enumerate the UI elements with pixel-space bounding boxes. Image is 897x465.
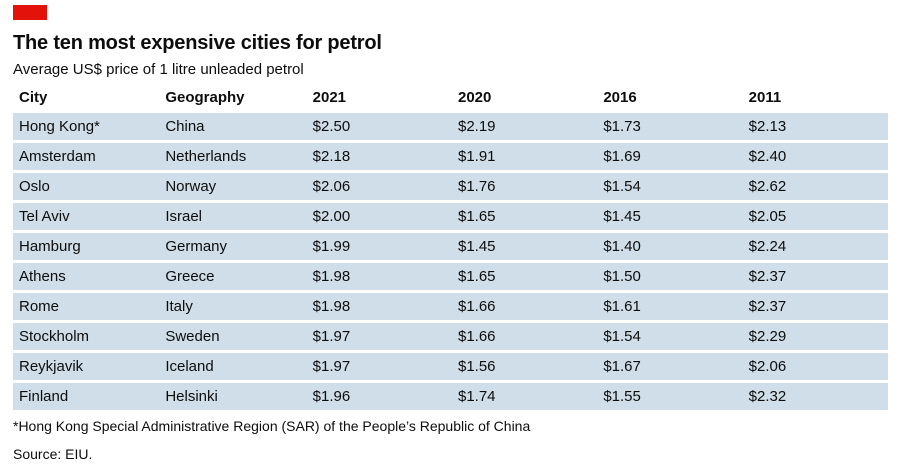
table-cell: $2.40	[748, 148, 787, 165]
table-cell: $2.13	[748, 118, 787, 135]
table-cell: $2.37	[748, 268, 787, 285]
table-cell: Reykjavik	[19, 358, 84, 375]
table-cell: Stockholm	[19, 328, 90, 345]
table-cell: $2.62	[748, 178, 787, 195]
table-cell: $1.97	[312, 328, 351, 345]
table-cell: $2.05	[748, 208, 787, 225]
table-cell: $1.50	[603, 268, 641, 285]
table-cell: $1.98	[312, 298, 351, 315]
table-cell: $2.50	[312, 118, 351, 135]
column-header: 2020	[451, 87, 598, 110]
table-cell: $1.45	[457, 238, 496, 255]
table-cell: $1.56	[457, 358, 496, 375]
table-cell: $2.18	[312, 148, 351, 165]
table-row: Reykjavik Iceland $1.97 $1.56 $1.67 $2.06	[13, 353, 888, 380]
table-cell: Tel Aviv	[19, 208, 70, 225]
column-header: City	[13, 87, 160, 110]
chart-title: The ten most expensive cities for petrol	[13, 32, 382, 54]
table-cell: $2.29	[748, 328, 787, 345]
table-cell: Hong Kong*	[19, 118, 100, 135]
table-row: Hong Kong* China $2.50 $2.19 $1.73 $2.13	[13, 113, 888, 140]
column-header: 2021	[306, 87, 452, 110]
table-cell: $1.65	[457, 208, 496, 225]
column-header: Geography	[159, 87, 307, 110]
table-cell: Sweden	[165, 328, 220, 345]
brand-tab	[13, 5, 47, 20]
table-cell: $1.55	[603, 388, 641, 405]
column-header: 2011	[742, 87, 888, 110]
table-cell: $1.73	[603, 118, 641, 135]
table-cell: $1.65	[457, 268, 496, 285]
table-row: Hamburg Germany $1.99 $1.45 $1.40 $2.24	[13, 233, 888, 260]
table-cell: $1.54	[603, 178, 641, 195]
table-cell: China	[165, 118, 205, 135]
column-header: 2016	[597, 87, 743, 110]
table-cell: $1.99	[312, 238, 351, 255]
table-cell: Athens	[19, 268, 66, 285]
table-cell: $1.66	[457, 328, 496, 345]
table-cell: $1.54	[603, 328, 641, 345]
table-cell: $1.45	[603, 208, 641, 225]
table-cell: $2.24	[748, 238, 787, 255]
table-header: City Geography 2021 2020 2016 2011	[13, 87, 888, 110]
table-cell: $1.40	[603, 238, 641, 255]
footnote: *Hong Kong Special Administrative Region…	[13, 418, 531, 434]
table-cell: Helsinki	[165, 388, 218, 405]
table-cell: Greece	[165, 268, 215, 285]
table-row: Finland Helsinki $1.96 $1.74 $1.55 $2.32	[13, 383, 888, 410]
header-row: City Geography 2021 2020 2016 2011	[13, 87, 888, 110]
table-cell: Italy	[165, 298, 193, 315]
table-cell: Netherlands	[165, 148, 247, 165]
table-cell: $1.74	[457, 388, 496, 405]
table-cell: $2.00	[312, 208, 351, 225]
table-cell: $1.91	[457, 148, 496, 165]
table-cell: $2.32	[748, 388, 787, 405]
table-cell: Rome	[19, 298, 60, 315]
table-cell: $1.97	[312, 358, 351, 375]
table-cell: Iceland	[165, 358, 214, 375]
table-cell: $1.66	[457, 298, 496, 315]
table-cell: Norway	[165, 178, 217, 195]
table-cell: $1.76	[457, 178, 496, 195]
table-row: Stockholm Sweden $1.97 $1.66 $1.54 $2.29	[13, 323, 888, 350]
table-cell: $1.98	[312, 268, 351, 285]
table-cell: Oslo	[19, 178, 50, 195]
table-cell: Finland	[19, 388, 69, 405]
table-cell: $1.96	[312, 388, 351, 405]
table-row: Oslo Norway $2.06 $1.76 $1.54 $2.62	[13, 173, 888, 200]
table-cell: Hamburg	[19, 238, 81, 255]
chart-subtitle: Average US$ price of 1 litre unleaded pe…	[13, 61, 304, 78]
table-body: Hong Kong* China $2.50 $2.19 $1.73 $2.13 Amste…	[13, 113, 888, 410]
table-cell: $1.67	[603, 358, 641, 375]
table-cell: $2.06	[312, 178, 351, 195]
table-cell: $2.19	[457, 118, 496, 135]
source-line: Source: EIU.	[13, 446, 93, 462]
table-cell: $2.37	[748, 298, 787, 315]
table-cell: Israel	[165, 208, 203, 225]
table-row: Amsterdam Netherlands $2.18 $1.91 $1.69 $2.40	[13, 143, 888, 170]
table-cell: Germany	[165, 238, 228, 255]
table-row: Athens Greece $1.98 $1.65 $1.50 $2.37	[13, 263, 888, 290]
table-cell: $2.06	[748, 358, 787, 375]
table-cell: $1.69	[603, 148, 641, 165]
table-cell: Amsterdam	[19, 148, 96, 165]
petrol-price-table: City Geography 2021 2020 2016 2011 Hong Kong*…	[13, 84, 888, 413]
table-row: Tel Aviv Israel $2.00 $1.65 $1.45 $2.05	[13, 203, 888, 230]
table-cell: $1.61	[603, 298, 641, 315]
table-row: Rome Italy $1.98 $1.66 $1.61 $2.37	[13, 293, 888, 320]
